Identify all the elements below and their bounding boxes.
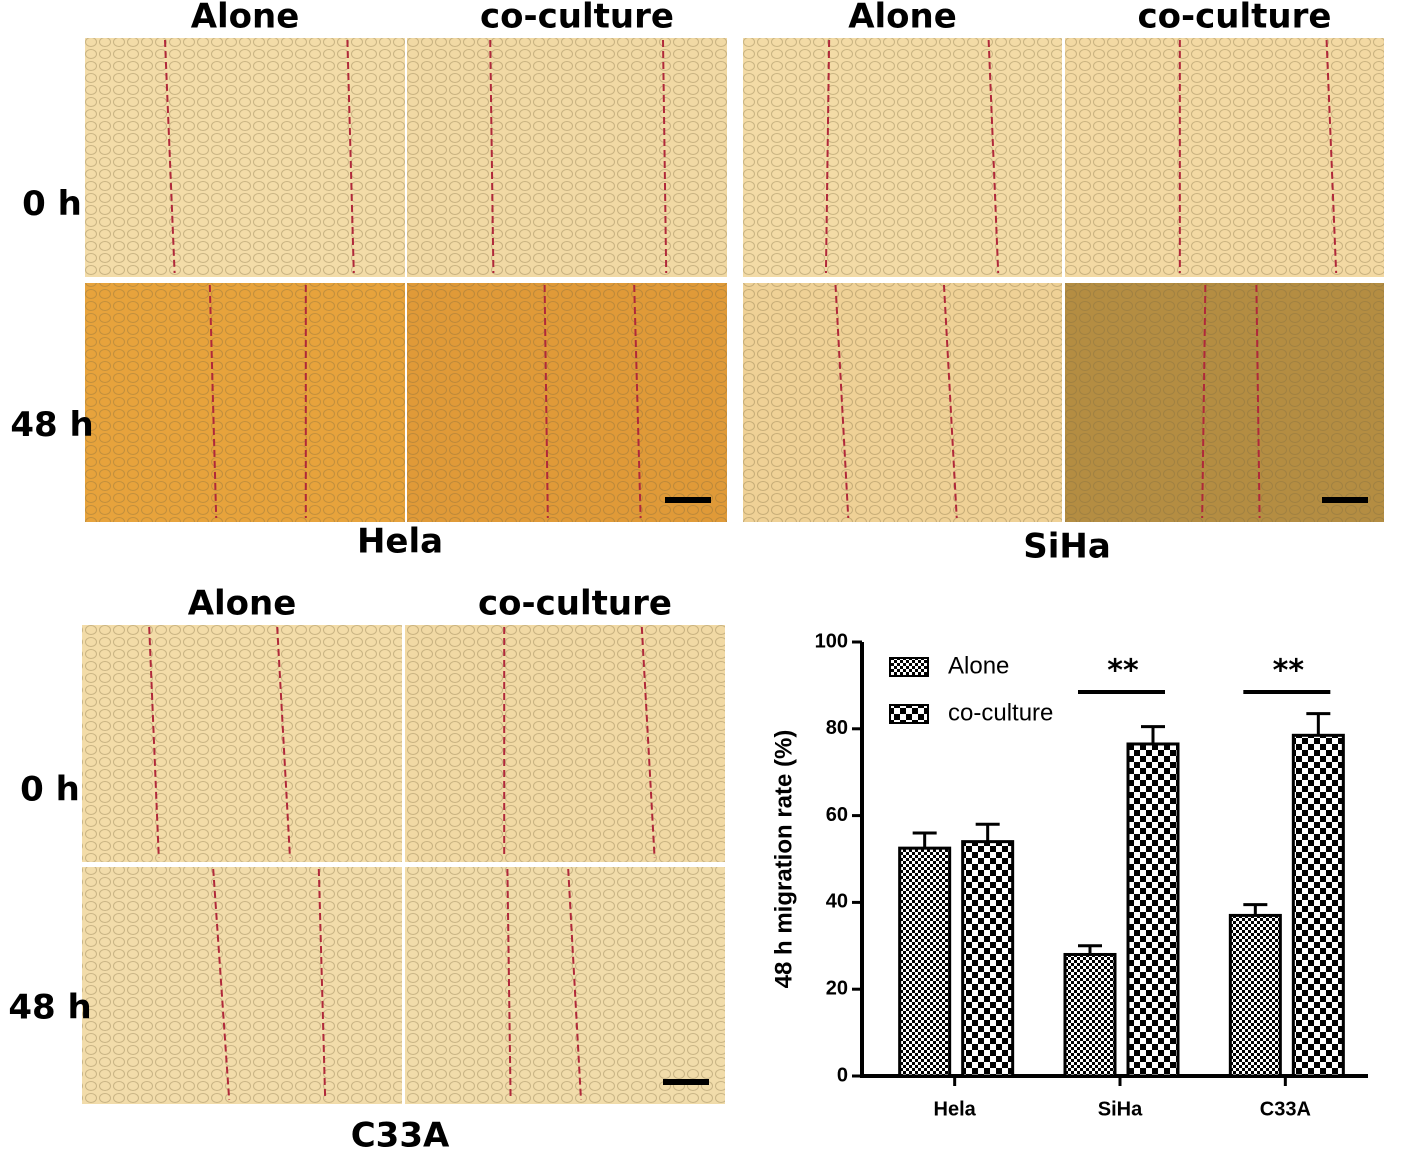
cell-texture xyxy=(407,38,727,277)
significance-label: ** xyxy=(1273,654,1305,689)
legend-swatch xyxy=(889,657,929,677)
cell-texture xyxy=(85,38,405,277)
wound-edge xyxy=(317,868,327,1101)
column-header: co-culture xyxy=(480,0,674,37)
y-tick-label: 60 xyxy=(826,804,848,826)
wound-edge xyxy=(942,284,958,519)
x-tick-label: C33A xyxy=(1260,1098,1311,1120)
y-tick-label: 100 xyxy=(815,630,848,652)
cell-texture xyxy=(743,38,1062,277)
cell-texture xyxy=(85,283,405,522)
cell-texture xyxy=(82,625,402,862)
legend-swatch xyxy=(889,704,929,724)
bar xyxy=(1063,952,1117,1078)
wound-edge xyxy=(212,868,231,1101)
wound-edge xyxy=(1255,284,1261,519)
wound-edge xyxy=(489,39,495,274)
wound-edge xyxy=(346,39,355,274)
column-header: Alone xyxy=(848,0,957,37)
row-label: 48 h xyxy=(10,405,93,445)
bar xyxy=(898,846,952,1078)
wound-edge xyxy=(824,39,831,274)
y-tick-label: 80 xyxy=(826,717,848,739)
wound-edge xyxy=(834,284,850,519)
row-label: 0 h xyxy=(22,184,82,224)
wound-edge xyxy=(662,39,668,274)
panel-title: SiHa xyxy=(1023,527,1111,567)
row-label: 0 h xyxy=(20,769,80,809)
cell-texture xyxy=(405,625,725,862)
row-label: 48 h xyxy=(8,988,91,1028)
wound-edge xyxy=(208,284,218,519)
y-axis-label: 48 h migration rate (%) xyxy=(770,730,797,989)
wound-edge xyxy=(148,626,160,859)
bar xyxy=(961,840,1015,1078)
bar xyxy=(1126,742,1180,1078)
panel-title: Hela xyxy=(357,522,443,562)
wound-edge xyxy=(1201,284,1207,519)
cell-texture xyxy=(1065,283,1384,522)
x-tick-label: SiHa xyxy=(1098,1098,1143,1120)
cell-texture xyxy=(1065,38,1384,277)
wound-edge xyxy=(987,39,1000,274)
bar xyxy=(1228,913,1282,1078)
bar-chart: 0 20 40 60 80 100 48 h migration rate (%) Hela S… xyxy=(770,630,1368,1120)
cell-texture xyxy=(407,283,727,522)
y-tick-label: 20 xyxy=(826,977,848,999)
column-header: co-culture xyxy=(1138,0,1332,37)
wound-edge xyxy=(567,868,582,1101)
column-header: Alone xyxy=(191,0,300,37)
cell-texture xyxy=(405,867,725,1104)
panel-title: C33A xyxy=(351,1116,450,1152)
wound-edge xyxy=(506,868,512,1101)
legend-label: Alone xyxy=(948,652,1009,679)
cell-texture xyxy=(743,283,1062,522)
cell-texture xyxy=(82,867,402,1104)
wound-edge xyxy=(276,626,291,859)
legend-label: co-culture xyxy=(948,699,1053,726)
column-header: Alone xyxy=(188,584,297,624)
wound-edge xyxy=(640,626,656,859)
x-tick-label: Hela xyxy=(934,1098,977,1120)
significance-label: ** xyxy=(1107,654,1139,689)
y-tick-label: 0 xyxy=(837,1064,848,1086)
y-tick-label: 40 xyxy=(826,891,848,913)
wound-edge xyxy=(1325,39,1338,274)
wound-edge xyxy=(633,284,642,519)
bar xyxy=(1291,733,1345,1078)
micrographs: Alone co-culture 0 h 48 h Hela Alone co-cultur… xyxy=(8,0,1384,1152)
column-header: co-culture xyxy=(478,584,672,624)
wound-edge xyxy=(164,39,176,274)
wound-edge xyxy=(543,284,549,519)
